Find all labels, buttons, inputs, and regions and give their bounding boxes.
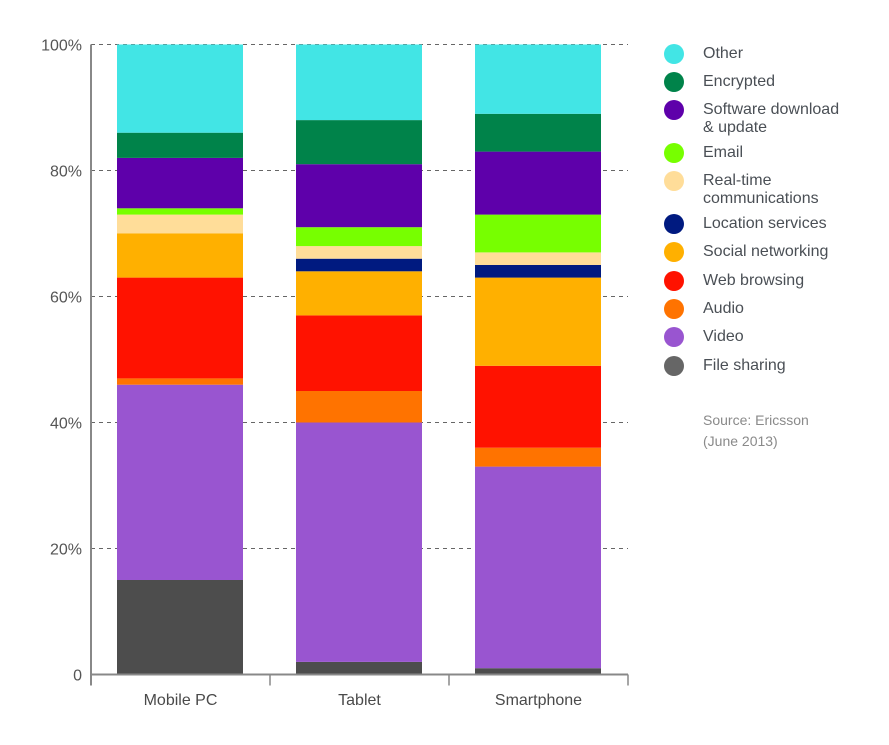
y-tick-label: 80% [50, 164, 82, 181]
legend-label: Real-time communications [703, 172, 819, 207]
legend-swatch-icon [664, 214, 684, 234]
legend-swatch-icon [664, 100, 684, 120]
bar-segment-video [475, 466, 601, 669]
bar-segment-real-time-communications [475, 252, 601, 265]
bar-segment-web-browsing [475, 365, 601, 448]
y-tick-label: 20% [50, 542, 82, 559]
bar-stack-smartphone [475, 44, 601, 675]
bar-segment-software-download-update [475, 151, 601, 215]
bar-stack-mobile-pc [117, 44, 243, 675]
bar-segment-software-download-update [117, 157, 243, 209]
legend-swatch-icon [664, 299, 684, 319]
bar-segment-audio [117, 378, 243, 385]
legend-item-file-sharing: File sharing [664, 356, 786, 376]
bar-segment-email [296, 227, 422, 247]
legend-item-location-services: Location services [664, 214, 827, 234]
legend-item-audio: Audio [664, 299, 744, 319]
bar-segment-file-sharing [475, 668, 601, 675]
bars [117, 44, 601, 675]
x-tick-label: Mobile PC [144, 692, 218, 709]
bar-segment-other [117, 44, 243, 133]
y-tick-label: 100% [41, 38, 82, 55]
legend-label: Web browsing [703, 272, 805, 289]
legend-swatch-icon [664, 242, 684, 262]
bar-segment-web-browsing [296, 315, 422, 391]
bar-segment-file-sharing [117, 580, 243, 675]
y-tick-label: 40% [50, 416, 82, 433]
bar-segment-email [475, 214, 601, 253]
legend-swatch-icon [664, 327, 684, 347]
legend-swatch-icon [664, 143, 684, 163]
bar-segment-software-download-update [296, 164, 422, 228]
legend-swatch-icon [664, 171, 684, 191]
legend-swatch-icon [664, 72, 684, 92]
x-tick-label: Smartphone [495, 692, 582, 709]
stacked-bar-chart: 0 20% 40% 60% 80% 100% Mobile PC Tablet Smartph… [41, 38, 629, 709]
bar-segment-real-time-communications [296, 246, 422, 259]
axes [90, 44, 629, 686]
legend-label: Audio [703, 300, 744, 317]
y-tick-label: 60% [50, 290, 82, 307]
legend-item-video: Video [664, 327, 744, 347]
bar-stack-tablet [296, 44, 422, 675]
bar-segment-audio [296, 391, 422, 423]
legend-swatch-icon [664, 356, 684, 376]
legend-item-web-browsing: Web browsing [664, 271, 804, 291]
legend-item-social-networking: Social networking [664, 242, 828, 262]
bar-segment-real-time-communications [117, 214, 243, 234]
bar-segment-video [296, 422, 422, 662]
bar-segment-encrypted [475, 113, 601, 152]
legend-item-other: Other [664, 44, 743, 64]
bar-segment-encrypted [296, 120, 422, 165]
legend-item-encrypted: Encrypted [664, 72, 775, 92]
legend-label: Location services [703, 215, 827, 232]
bar-segment-video [117, 384, 243, 580]
x-tick-label: Tablet [338, 692, 381, 709]
bar-segment-file-sharing [296, 661, 422, 675]
y-tick-label: 0 [73, 668, 82, 685]
bar-segment-social-networking [296, 271, 422, 316]
y-axis-ticks: 0 20% 40% 60% 80% 100% [41, 38, 82, 685]
bar-segment-other [296, 44, 422, 121]
legend-label: Email [703, 144, 744, 161]
x-axis-ticks: Mobile PC Tablet Smartphone [144, 692, 583, 709]
bar-segment-encrypted [117, 132, 243, 158]
legend-item-email: Email [664, 143, 743, 163]
legend-label: Encrypted [703, 73, 776, 90]
bar-segment-other [475, 44, 601, 114]
bar-segment-email [117, 208, 243, 215]
bar-segment-audio [475, 447, 601, 467]
legend-label: File sharing [703, 357, 786, 374]
legend-label: Other [703, 45, 744, 62]
bar-segment-web-browsing [117, 277, 243, 379]
legend-swatch-icon [664, 44, 684, 64]
legend-label: Video [703, 328, 744, 345]
legend-swatch-icon [664, 271, 684, 291]
bar-segment-location-services [296, 258, 422, 272]
bar-segment-social-networking [117, 233, 243, 278]
legend-item-software-download: Software download & update [664, 100, 839, 137]
source-note: Source: Ericsson (June 2013) [703, 412, 809, 449]
legend-item-real-time-communications: Real-time communications [664, 171, 819, 208]
legend-label: Social networking [703, 243, 829, 260]
bar-segment-location-services [475, 265, 601, 278]
bar-segment-social-networking [475, 277, 601, 366]
legend-label: Software download & update [703, 101, 840, 136]
